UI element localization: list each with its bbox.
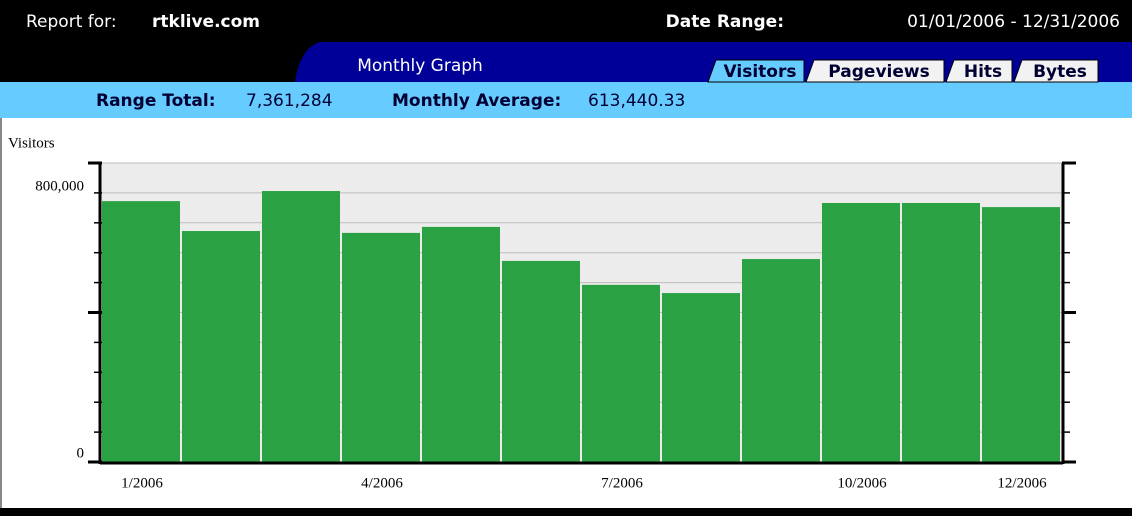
bottom-bar bbox=[0, 508, 1132, 516]
plot: 1/2006 4/2006 7/2006 10/2006 12/2006 0 800,000 bbox=[35, 161, 1076, 491]
bar bbox=[902, 202, 980, 462]
bar bbox=[742, 259, 820, 462]
tab[interactable]: Visitors bbox=[707, 59, 805, 83]
x-tick-label: 4/2006 bbox=[361, 475, 403, 491]
tab-label: Visitors bbox=[724, 62, 797, 82]
y-tick-label: 0 bbox=[77, 445, 85, 461]
tab-label: Pageviews bbox=[828, 62, 929, 82]
bar bbox=[182, 231, 260, 462]
bar bbox=[262, 191, 340, 462]
site-name: rtklive.com bbox=[152, 12, 260, 32]
range-total: 7,361,284 bbox=[246, 91, 333, 111]
band-corner bbox=[0, 42, 320, 82]
monthly-average-label: Monthly Average: bbox=[392, 91, 561, 111]
top-bar bbox=[0, 0, 1132, 42]
tab[interactable]: Bytes bbox=[1013, 59, 1099, 83]
range-total-label: Range Total: bbox=[96, 91, 216, 111]
x-tick-label: 7/2006 bbox=[601, 475, 643, 491]
summary-bar bbox=[0, 82, 1132, 118]
bar bbox=[342, 232, 420, 462]
date-range: 01/01/2006 - 12/31/2006 bbox=[907, 12, 1120, 32]
y-axis-label: Visitors bbox=[8, 135, 55, 151]
bar bbox=[822, 202, 900, 462]
date-range-label: Date Range: bbox=[666, 12, 784, 32]
x-tick-label: 12/2006 bbox=[997, 475, 1047, 491]
tab-label: Bytes bbox=[1033, 62, 1087, 82]
bar bbox=[502, 260, 580, 462]
tab-shape bbox=[1013, 59, 1099, 83]
x-tick-label: 10/2006 bbox=[837, 475, 887, 491]
panel-border bbox=[0, 118, 2, 508]
tab[interactable]: Pageviews bbox=[805, 59, 945, 83]
bar bbox=[582, 284, 660, 462]
x-tick-label: 1/2006 bbox=[121, 475, 163, 491]
tabs: Visitors Pageviews Hits Bytes bbox=[707, 59, 1099, 83]
bar bbox=[102, 201, 180, 462]
bar bbox=[422, 226, 500, 462]
tab-label: Hits bbox=[964, 62, 1002, 82]
tab[interactable]: Hits bbox=[945, 59, 1013, 83]
y-tick-label: 800,000 bbox=[35, 178, 84, 194]
tab-shape bbox=[707, 59, 805, 83]
tab-shape bbox=[805, 59, 945, 83]
bar bbox=[662, 293, 740, 462]
report-label: Report for: bbox=[26, 12, 117, 32]
tab-shape bbox=[945, 59, 1013, 83]
monthly-average: 613,440.33 bbox=[588, 91, 685, 111]
tab-title: Monthly Graph bbox=[357, 56, 483, 76]
bar bbox=[982, 207, 1060, 462]
